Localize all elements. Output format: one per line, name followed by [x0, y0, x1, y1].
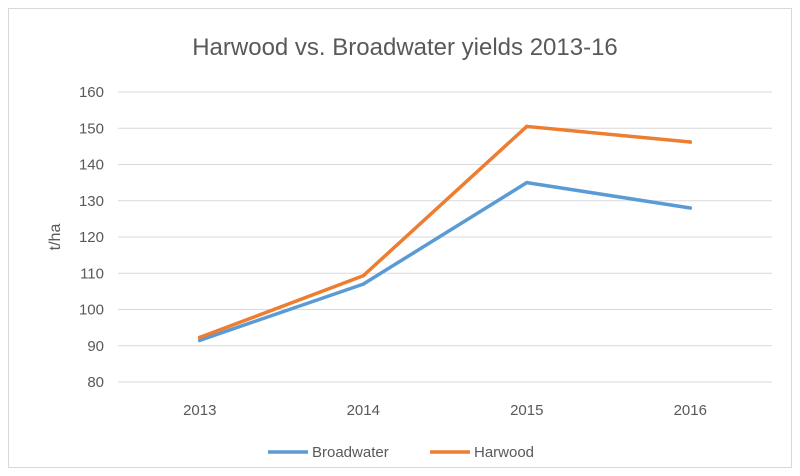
x-axis-ticks: 2013 2014 2015 2016 [183, 402, 707, 419]
y-tick-label: 100 [79, 302, 104, 319]
chart-title: Harwood vs. Broadwater yields 2013-16 [192, 34, 618, 61]
legend-label-harwood: Harwood [474, 444, 534, 461]
y-tick-label: 80 [87, 374, 104, 391]
y-tick-label: 140 [79, 157, 104, 174]
legend-label-broadwater: Broadwater [312, 444, 389, 461]
x-tick-label: 2014 [347, 402, 380, 419]
chart-frame [8, 8, 792, 468]
data-point-broadwater [524, 180, 529, 185]
y-axis-ticks: 80 90 100 110 120 130 140 150 160 [79, 84, 104, 391]
y-tick-label: 160 [79, 84, 104, 101]
y-tick-label: 150 [79, 120, 104, 137]
y-tick-label: 90 [87, 338, 104, 355]
y-tick-label: 130 [79, 193, 104, 210]
data-point-harwood [197, 335, 202, 340]
data-point-broadwater [688, 206, 693, 210]
data-point-broadwater [197, 338, 202, 343]
data-point-harwood [688, 140, 693, 144]
gridlines [118, 91, 772, 383]
y-axis-label: t/ha [47, 224, 64, 251]
data-point-harwood [361, 273, 366, 278]
data-point-harwood [524, 124, 529, 129]
series-lines [197, 124, 693, 343]
x-tick-label: 2013 [183, 402, 216, 419]
x-tick-label: 2015 [510, 402, 543, 419]
legend: Broadwater Harwood [268, 444, 534, 461]
data-point-broadwater [361, 282, 366, 286]
x-tick-label: 2016 [674, 402, 707, 419]
series-line-harwood [198, 124, 692, 340]
y-tick-label: 120 [79, 229, 104, 246]
series-line-broadwater [198, 180, 692, 343]
y-tick-label: 110 [80, 265, 104, 282]
